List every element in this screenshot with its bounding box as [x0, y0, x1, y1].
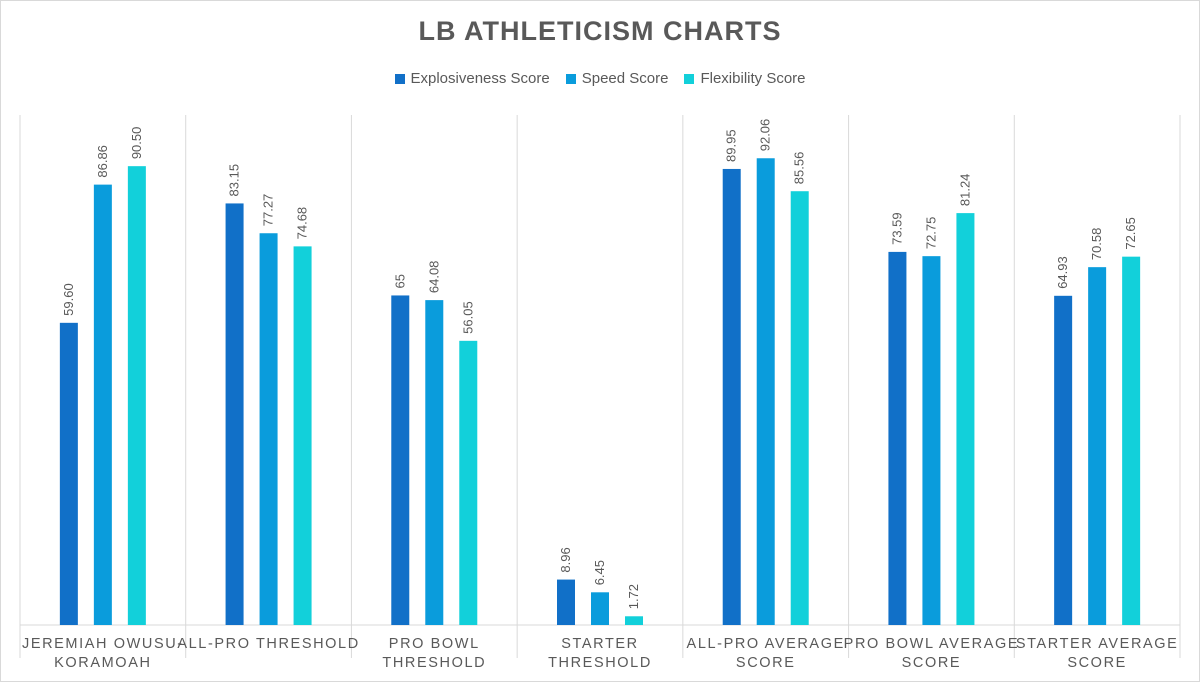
bar-speed-score [93, 184, 112, 625]
bar-flexibility-score [956, 213, 975, 625]
bar-flexibility-score [127, 166, 146, 626]
category-label: JEREMIAH OWUSU- [22, 636, 184, 652]
category-label: KORAMOAH [54, 655, 151, 671]
legend-swatch-explosiveness [394, 73, 405, 84]
category-label: STARTER AVERAGE [1016, 636, 1179, 652]
data-label: 8.96 [558, 547, 573, 572]
bar-explosiveness-score [59, 322, 78, 625]
data-label: 6.45 [592, 560, 607, 585]
bar-flexibility-score [790, 191, 809, 625]
data-label: 83.15 [227, 164, 242, 197]
category-label: PRO BOWL AVERAGE [844, 636, 1019, 652]
bar-explosiveness-score [1054, 295, 1073, 625]
category-label: STARTER [561, 636, 639, 652]
data-label: 56.05 [460, 301, 475, 334]
bar-speed-score [425, 300, 444, 625]
bar-flexibility-score [459, 340, 478, 625]
legend-swatch-flexibility [684, 73, 695, 84]
data-label: 72.75 [923, 217, 938, 250]
bar-explosiveness-score [557, 579, 575, 625]
category-label: ALL-PRO AVERAGE [687, 636, 845, 652]
data-label: 59.60 [61, 283, 76, 316]
data-label: 77.27 [261, 194, 276, 227]
bar-flexibility-score [625, 616, 643, 625]
chart-legend: Explosiveness Score Speed Score Flexibil… [0, 70, 1200, 87]
bar-speed-score [1088, 267, 1107, 625]
data-label: 74.68 [295, 207, 310, 240]
data-label: 85.56 [792, 152, 807, 185]
data-label: 64.08 [426, 261, 441, 294]
data-label: 81.24 [957, 174, 972, 207]
bar-explosiveness-score [391, 295, 410, 625]
data-label: 92.06 [758, 119, 773, 152]
chart-title: LB ATHLETICISM CHARTS [418, 16, 782, 46]
category-label: PRO BOWL [389, 636, 480, 652]
legend-swatch-speed [565, 73, 576, 84]
legend-label-speed: Speed Score [581, 70, 669, 87]
category-label: THRESHOLD [382, 655, 486, 671]
category-label: SCORE [736, 655, 796, 671]
bar-explosiveness-score [888, 251, 907, 626]
category-label: SCORE [1067, 655, 1127, 671]
bar-speed-score [259, 233, 278, 626]
legend-label-explosiveness: Explosiveness Score [410, 70, 550, 87]
bar-speed-score [591, 592, 609, 625]
bar-flexibility-score [293, 246, 312, 625]
data-label: 1.72 [626, 584, 641, 609]
legend-item-flexibility: Flexibility Score [684, 70, 806, 87]
data-label: 64.93 [1055, 256, 1070, 289]
data-label: 72.65 [1123, 217, 1138, 250]
category-label: THRESHOLD [548, 655, 652, 671]
bar-flexibility-score [1122, 256, 1141, 625]
data-label: 73.59 [889, 212, 904, 245]
data-label: 89.95 [724, 129, 739, 162]
category-label: ALL-PRO THRESHOLD [177, 636, 359, 652]
legend-label-flexibility: Flexibility Score [700, 70, 806, 87]
data-label: 70.58 [1089, 228, 1104, 261]
data-label: 65 [392, 274, 407, 288]
bar-speed-score [756, 158, 775, 625]
category-label: SCORE [902, 655, 962, 671]
legend-item-speed: Speed Score [565, 70, 669, 87]
bar-explosiveness-score [722, 168, 741, 626]
bar-explosiveness-score [225, 203, 244, 625]
data-label: 90.50 [129, 127, 144, 160]
bar-speed-score [922, 256, 941, 625]
legend-item-explosiveness: Explosiveness Score [394, 70, 550, 87]
data-label: 86.86 [95, 145, 110, 178]
